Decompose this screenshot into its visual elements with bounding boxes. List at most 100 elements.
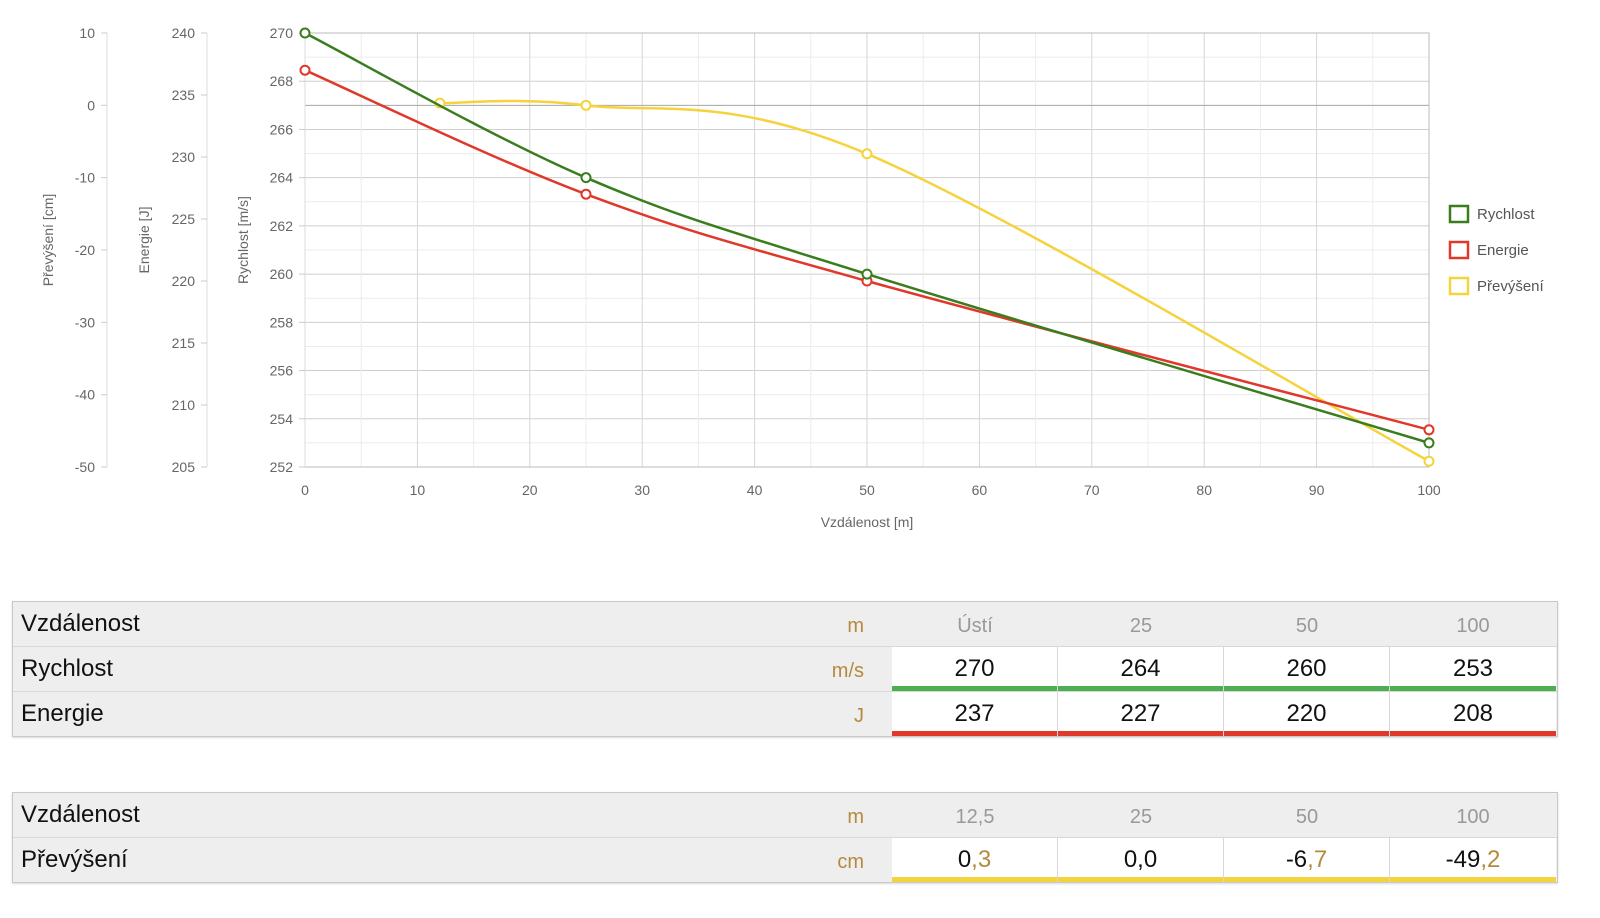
velocity-bar <box>1224 686 1389 691</box>
legend-label: Převýšení <box>1477 278 1545 295</box>
row-unit: J <box>854 705 864 727</box>
x-axis-title: Vzdálenost [m] <box>821 514 914 530</box>
y-tick-label: 252 <box>270 459 294 475</box>
data-point <box>1423 437 1435 449</box>
y-tick-label: -30 <box>75 314 95 330</box>
drop-table: Vzdálenost m 12,5 25 50 100 Převýšení cm… <box>12 792 1558 883</box>
velocity-bar <box>1390 686 1556 691</box>
row-unit: m <box>847 615 864 637</box>
y-tick-label: -10 <box>75 170 95 186</box>
energy-bar <box>1224 731 1389 736</box>
table-row-distance: Vzdálenost m Ústí 25 50 100 <box>13 602 1557 647</box>
velocity-bar <box>1058 686 1223 691</box>
data-point <box>1423 455 1435 467</box>
series-line-Rychlost <box>304 31 1430 445</box>
row-label: Energie <box>21 700 104 727</box>
y-tick-label: 260 <box>270 266 294 282</box>
data-point <box>580 99 592 111</box>
header-cell: Ústí <box>957 615 993 637</box>
header-cell: 12,5 <box>955 806 995 828</box>
header-cell: 25 <box>1129 615 1153 637</box>
y-tick-label: 268 <box>270 73 294 89</box>
y-tick-label: 254 <box>270 411 294 427</box>
ballistics-table: Vzdálenost m Ústí 25 50 100 Rychlost m/s… <box>12 601 1558 737</box>
row-unit: m <box>847 806 864 828</box>
value-cell: 227 <box>1058 692 1224 736</box>
x-tick-label: 80 <box>1196 482 1212 498</box>
value-cell: 220 <box>1224 692 1390 736</box>
value-cell: 0,0 <box>1058 838 1224 882</box>
y-tick-label: 270 <box>270 25 294 41</box>
x-tick-label: 70 <box>1084 482 1100 498</box>
y-tick-label: 266 <box>270 121 294 137</box>
value-cell: 260 <box>1224 647 1390 691</box>
legend-swatch <box>1448 276 1470 296</box>
row-unit: m/s <box>831 660 864 682</box>
y-tick-label: 215 <box>172 335 196 351</box>
x-tick-label: 30 <box>634 482 650 498</box>
data-point <box>299 27 311 39</box>
x-tick-label: 0 <box>301 482 309 498</box>
y-tick-label: 210 <box>172 397 196 413</box>
energy-bar <box>1058 731 1223 736</box>
drop-bar <box>1390 877 1556 882</box>
x-tick-label: 10 <box>410 482 426 498</box>
table-row-drop: Převýšení cm 0,3 0,0 -6,7 -49,2 <box>13 838 1557 882</box>
energy-bar <box>892 731 1057 736</box>
value-cell: -49,2 <box>1390 838 1556 882</box>
velocity-bar <box>892 686 1057 691</box>
y-tick-label: 225 <box>172 211 196 227</box>
header-cell: 100 <box>1456 806 1490 828</box>
y-tick-label: -50 <box>75 459 95 475</box>
x-tick-label: 20 <box>522 482 538 498</box>
y-tick-label: 240 <box>172 25 196 41</box>
data-point <box>861 148 873 160</box>
drop-bar <box>1224 877 1389 882</box>
table-row-distance: Vzdálenost m 12,5 25 50 100 <box>13 793 1557 838</box>
legend-swatch <box>1448 240 1470 260</box>
header-cell: 25 <box>1129 806 1153 828</box>
energy-bar <box>1390 731 1556 736</box>
y-axis-title: Energie [J] <box>136 207 152 274</box>
y-tick-label: -20 <box>75 242 95 258</box>
y-tick-label: 205 <box>172 459 196 475</box>
table-row-velocity: Rychlost m/s 270 264 260 253 <box>13 647 1557 692</box>
header-cell: 50 <box>1295 615 1319 637</box>
legend-label: Energie <box>1477 242 1529 259</box>
y-tick-label: 220 <box>172 273 196 289</box>
series-line-Převýšení <box>439 99 1430 463</box>
x-tick-label: 90 <box>1309 482 1325 498</box>
y-tick-label: 258 <box>270 314 294 330</box>
value-cell: 237 <box>892 692 1058 736</box>
data-point <box>1423 424 1435 436</box>
y-tick-label: 10 <box>79 25 95 41</box>
y-tick-label: 256 <box>270 363 294 379</box>
y-tick-label: 230 <box>172 149 196 165</box>
row-unit: cm <box>837 851 864 873</box>
data-point <box>299 64 311 76</box>
value-cell: 253 <box>1390 647 1556 691</box>
legend-label: Rychlost <box>1477 206 1535 223</box>
value-cell: 264 <box>1058 647 1224 691</box>
x-tick-label: 60 <box>972 482 988 498</box>
value-cell: 208 <box>1390 692 1556 736</box>
x-tick-label: 50 <box>859 482 875 498</box>
header-cell: 100 <box>1456 615 1490 637</box>
legend-swatch <box>1448 204 1470 224</box>
drop-bar <box>892 877 1057 882</box>
y-axis-title: Převýšení [cm] <box>40 194 56 287</box>
data-point <box>580 188 592 200</box>
data-point <box>861 268 873 280</box>
y-axis-title: Rychlost [m/s] <box>235 196 251 284</box>
value-cell: 0,3 <box>892 838 1058 882</box>
series-line-Energie <box>304 69 1430 432</box>
y-tick-label: -40 <box>75 387 95 403</box>
row-label: Vzdálenost <box>21 610 140 637</box>
x-tick-label: 100 <box>1417 482 1441 498</box>
y-tick-label: 235 <box>172 87 196 103</box>
drop-bar <box>1058 877 1223 882</box>
x-tick-label: 40 <box>747 482 763 498</box>
y-tick-label: 264 <box>270 170 294 186</box>
table-row-energy: Energie J 237 227 220 208 <box>13 692 1557 736</box>
